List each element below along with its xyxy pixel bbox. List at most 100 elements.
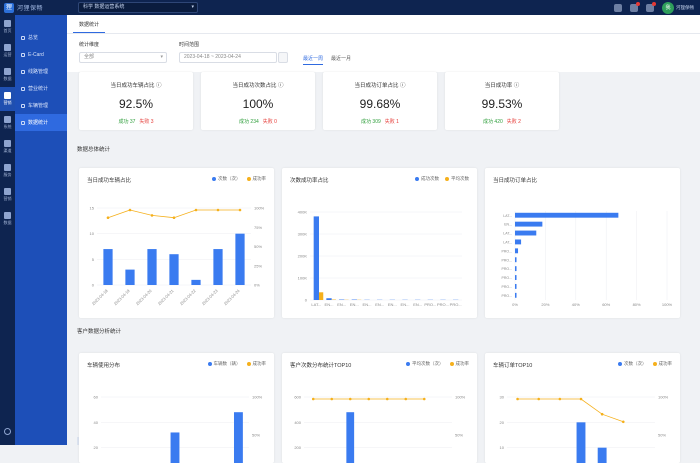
bar xyxy=(515,266,517,271)
line-point xyxy=(559,398,562,401)
y2-tick-label: 100% xyxy=(254,206,265,211)
x-tick-label: 2023-04-19 xyxy=(113,288,132,307)
y-tick-label: PRO... xyxy=(501,285,512,289)
rail-item[interactable]: 服务 xyxy=(0,159,15,183)
subnav-item[interactable]: 总览 xyxy=(15,29,67,46)
y2-tick-label: 50% xyxy=(254,244,262,249)
x-tick-label: 0% xyxy=(512,302,518,307)
rail-label: 营销 xyxy=(4,100,12,106)
rail-item[interactable]: 数据 xyxy=(0,63,15,87)
chart-svg: 02004006000%50%100% xyxy=(282,353,477,463)
kpi-title: 当日成功率 ⓘ xyxy=(445,81,559,89)
message-badge xyxy=(652,2,656,6)
y2-tick-label: 100% xyxy=(252,395,263,400)
subnav-item[interactable]: 数据统计 xyxy=(15,114,67,131)
rail-item[interactable]: 营销 xyxy=(0,87,15,111)
bar xyxy=(515,257,517,262)
help-icon[interactable]: ⓘ xyxy=(514,83,520,89)
kpi-fail: 失败 0 xyxy=(263,119,277,125)
subnav-label: 营业统计 xyxy=(28,85,48,92)
page-tabs: 数据统计 xyxy=(67,15,700,34)
bar xyxy=(314,216,319,300)
date-range-input[interactable]: 2023-04-18 ~ 2023-04-24 xyxy=(179,52,277,63)
y2-tick-label: 50% xyxy=(658,433,666,438)
megaphone-icon xyxy=(4,188,11,195)
kpi-value: 99.68% xyxy=(323,97,437,111)
x-tick-label: 2023-04-22 xyxy=(179,288,198,307)
kpi-success: 成功 234 xyxy=(239,119,259,125)
chart-card-5: 客户次数分布统计TOP10 平均次数（次） 成功率 02004006000%50… xyxy=(282,353,477,463)
y-tick-label: PRO... xyxy=(501,249,512,253)
system-select[interactable]: 科学 数据运营系统 ▾ xyxy=(78,2,198,13)
rail-label: 营销 xyxy=(4,196,12,202)
chart-card-3: 当日成功订单占比 0%20%40%60%80%100%LAT...EN...LA… xyxy=(485,168,680,318)
rail-item[interactable]: 营销 xyxy=(0,183,15,207)
calendar-icon[interactable] xyxy=(278,52,288,63)
chevron-down-icon: ▾ xyxy=(191,3,194,12)
help-icon[interactable]: ⓘ xyxy=(278,83,284,89)
y-tick-label: 20 xyxy=(500,420,505,425)
line-point xyxy=(580,398,583,401)
rail-item[interactable]: 运营 xyxy=(0,39,15,63)
chart-svg: 0100K200K300K400KLAT...EN...EN...EN...EN… xyxy=(282,168,477,318)
x-tick-label: 80% xyxy=(633,302,641,307)
help-icon[interactable]: ⓘ xyxy=(400,83,406,89)
x-tick-label: 100% xyxy=(662,302,673,307)
x-tick-label: 60% xyxy=(602,302,610,307)
bar xyxy=(103,249,112,285)
x-tick-label: 20% xyxy=(541,302,549,307)
user-menu[interactable]: 我 河狸保畅 xyxy=(662,2,694,14)
kpi-title-text: 当日成功车辆占比 xyxy=(110,83,154,89)
app-logo[interactable]: 狸 河狸保畅 xyxy=(0,0,62,15)
rail-label: 服务 xyxy=(4,172,12,178)
subnav-item[interactable]: 车辆管理 xyxy=(15,97,67,114)
document-icon[interactable] xyxy=(614,4,622,12)
bell-icon[interactable] xyxy=(630,4,638,12)
logo-icon: 狸 xyxy=(4,3,14,13)
x-tick-label: 40% xyxy=(572,302,580,307)
rail-item[interactable]: 系统 xyxy=(0,111,15,135)
message-icon[interactable] xyxy=(646,4,654,12)
subnav-item[interactable]: E-Card xyxy=(15,46,67,63)
help-icon[interactable]: ⓘ xyxy=(156,83,162,89)
bar xyxy=(213,249,222,285)
y-tick-label: 100K xyxy=(298,276,308,281)
kpi-fail: 失败 3 xyxy=(139,119,153,125)
kpi-value: 92.5% xyxy=(79,97,193,111)
kpi-breakdown: 成功 234 失败 0 xyxy=(201,118,315,125)
y-tick-label: 30 xyxy=(500,395,505,400)
rail-item[interactable]: 首页 xyxy=(0,15,15,39)
rail-label: 渠道 xyxy=(4,148,12,154)
notification-badge xyxy=(636,2,640,6)
y-tick-label: 60 xyxy=(94,395,99,400)
subnav-item[interactable]: 营业统计 xyxy=(15,80,67,97)
settings-icon[interactable] xyxy=(4,428,11,435)
icon-rail: 首页运营数据营销系统渠道服务营销数据 xyxy=(0,15,15,445)
y-tick-label: PRO... xyxy=(501,258,512,262)
menu-item-icon xyxy=(21,87,25,91)
y-tick-label: 0 xyxy=(305,298,308,303)
rail-item[interactable]: 数据 xyxy=(0,207,15,231)
quick-range-week[interactable]: 最近一周 xyxy=(303,55,323,65)
scope-select[interactable]: 全部 ▾ xyxy=(79,52,167,63)
menu-item-icon xyxy=(21,121,25,125)
quick-range-month[interactable]: 最近一月 xyxy=(331,55,351,64)
chart-card-6: 车辆订单TOP10 次数（次） 成功率 01020300%50%100% xyxy=(485,353,680,463)
line-point xyxy=(195,209,198,212)
rail-item[interactable]: 渠道 xyxy=(0,135,15,159)
y-tick-label: 15 xyxy=(90,206,95,211)
line-point xyxy=(386,398,389,401)
rail-label: 数据 xyxy=(4,76,12,82)
subnav-item[interactable]: 线路管理 xyxy=(15,63,67,80)
rail-label: 系统 xyxy=(4,124,12,130)
scope-select-value: 全部 xyxy=(84,54,94,60)
tab-data-stats[interactable]: 数据统计 xyxy=(73,21,105,33)
kpi-value: 99.53% xyxy=(445,97,559,111)
x-tick-label: PRO... xyxy=(424,302,436,307)
user-name: 河狸保畅 xyxy=(676,5,694,10)
people-icon xyxy=(4,116,11,123)
